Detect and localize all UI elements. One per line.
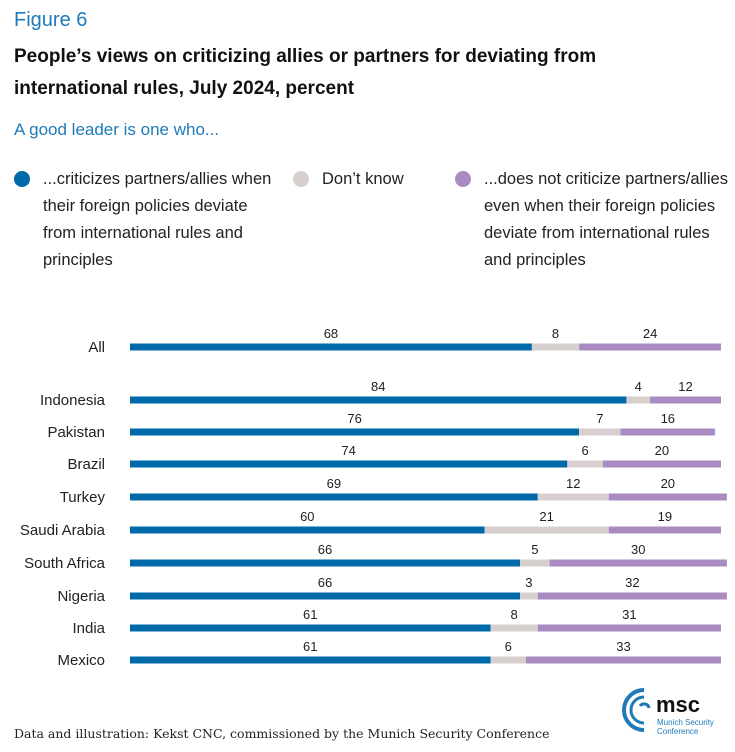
bar-segment-dont-know [520,592,538,600]
data-label-criticize: 61 [303,607,317,622]
data-label-criticize: 84 [371,379,385,394]
data-label-not-criticize: 31 [622,607,636,622]
data-label-dont-know: 3 [525,575,532,590]
category-label: Turkey [60,489,106,506]
bar-row-turkey: Turkey 69 12 20 [60,476,727,506]
data-label-not-criticize: 24 [643,326,657,341]
bar-segment-dont-know [567,460,603,468]
bar-segment-not-criticize [537,624,721,632]
data-label-not-criticize: 33 [616,639,630,654]
data-label-dont-know: 21 [539,509,553,524]
bar-segment-criticize [130,592,521,600]
legend-label-criticize: ...criticizes partners/allies when their… [43,170,272,269]
bar-segment-dont-know [520,559,550,567]
legend-swatch-not-criticize [455,171,471,187]
category-label: All [88,339,105,356]
figure-label: Figure 6 [14,9,88,31]
msc-logo: msc Munich Security Conference [622,688,714,736]
category-label: Mexico [57,652,105,669]
category-label: India [72,620,105,637]
legend-swatch-dont-know [293,171,309,187]
bar-segment-criticize [130,559,521,567]
msc-logo-line1: Munich Security [657,718,714,727]
bar-row-saudi-arabia: Saudi Arabia 60 21 19 [20,509,721,539]
bar-segment-not-criticize [537,592,727,600]
data-label-dont-know: 7 [596,411,603,426]
bar-row-india: India 61 8 31 [72,607,721,637]
data-label-not-criticize: 30 [631,542,645,557]
category-label: Saudi Arabia [20,522,106,539]
data-label-criticize: 66 [318,542,332,557]
bar-row-brazil: Brazil 74 6 20 [67,443,721,473]
data-label-not-criticize: 16 [661,411,675,426]
bar-segment-dont-know [531,343,580,351]
data-label-dont-know: 8 [552,326,559,341]
bar-row-nigeria: Nigeria 66 3 32 [57,575,727,605]
bar-row-south-africa: South Africa 66 5 30 [24,542,727,572]
data-label-criticize: 66 [318,575,332,590]
bar-segment-dont-know [490,624,538,632]
bar-segment-dont-know [490,656,526,664]
bar-segment-not-criticize [579,343,721,351]
data-label-dont-know: 6 [505,639,512,654]
bar-row-indonesia: Indonesia 84 4 12 [40,379,721,409]
bar-row-pakistan: Pakistan 76 7 16 [47,411,716,441]
data-label-dont-know: 5 [531,542,538,557]
data-label-criticize: 74 [341,443,355,458]
data-label-dont-know: 8 [511,607,518,622]
bar-segment-not-criticize [608,493,727,501]
data-label-criticize: 69 [327,476,341,491]
category-label: South Africa [24,555,106,572]
bar-segment-criticize [130,656,491,664]
data-label-dont-know: 6 [581,443,588,458]
bar-segment-criticize [130,428,580,436]
chart-subtitle: A good leader is one who... [14,120,220,139]
bar-segment-criticize [130,396,627,404]
bar-row-mexico: Mexico 61 6 33 [57,639,721,669]
category-label: Nigeria [57,588,105,605]
legend-swatch-criticize [14,171,30,187]
data-label-dont-know: 12 [566,476,580,491]
data-label-criticize: 61 [303,639,317,654]
bar-segment-not-criticize [525,656,721,664]
bar-segment-criticize [130,460,568,468]
bar-segment-dont-know [484,526,609,534]
legend-label-dont-know: Don’t know [322,170,404,188]
data-label-not-criticize: 32 [625,575,639,590]
bar-segment-not-criticize [608,526,721,534]
category-label: Brazil [67,456,105,473]
data-label-criticize: 68 [324,326,338,341]
bar-segment-not-criticize [650,396,721,404]
bar-row-all: All 68 8 24 [88,326,721,356]
data-label-criticize: 76 [347,411,361,426]
bar-segment-not-criticize [620,428,716,436]
data-label-not-criticize: 12 [678,379,692,394]
msc-logo-icon [622,688,651,732]
bar-segment-dont-know [626,396,651,404]
bar-segment-criticize [130,343,532,351]
bar-segment-dont-know [579,428,621,436]
data-label-dont-know: 4 [635,379,642,394]
source-footer: Data and illustration: Kekst CNC, commis… [14,726,550,741]
legend-label-not-criticize: ...does not criticize partners/allies ev… [484,170,728,269]
msc-logo-text: msc [656,692,700,717]
bar-segment-criticize [130,493,538,501]
chart-title: People’s views on criticizing allies or … [14,46,597,99]
data-label-not-criticize: 20 [655,443,669,458]
data-label-not-criticize: 19 [658,509,672,524]
bar-segment-not-criticize [549,559,727,567]
bar-segment-criticize [130,624,491,632]
data-label-criticize: 60 [300,509,314,524]
msc-logo-line2: Conference [657,727,699,736]
bar-segment-dont-know [537,493,609,501]
bar-segment-not-criticize [602,460,721,468]
bar-segment-criticize [130,526,485,534]
data-label-not-criticize: 20 [661,476,675,491]
category-label: Pakistan [47,424,105,441]
category-label: Indonesia [40,392,106,409]
